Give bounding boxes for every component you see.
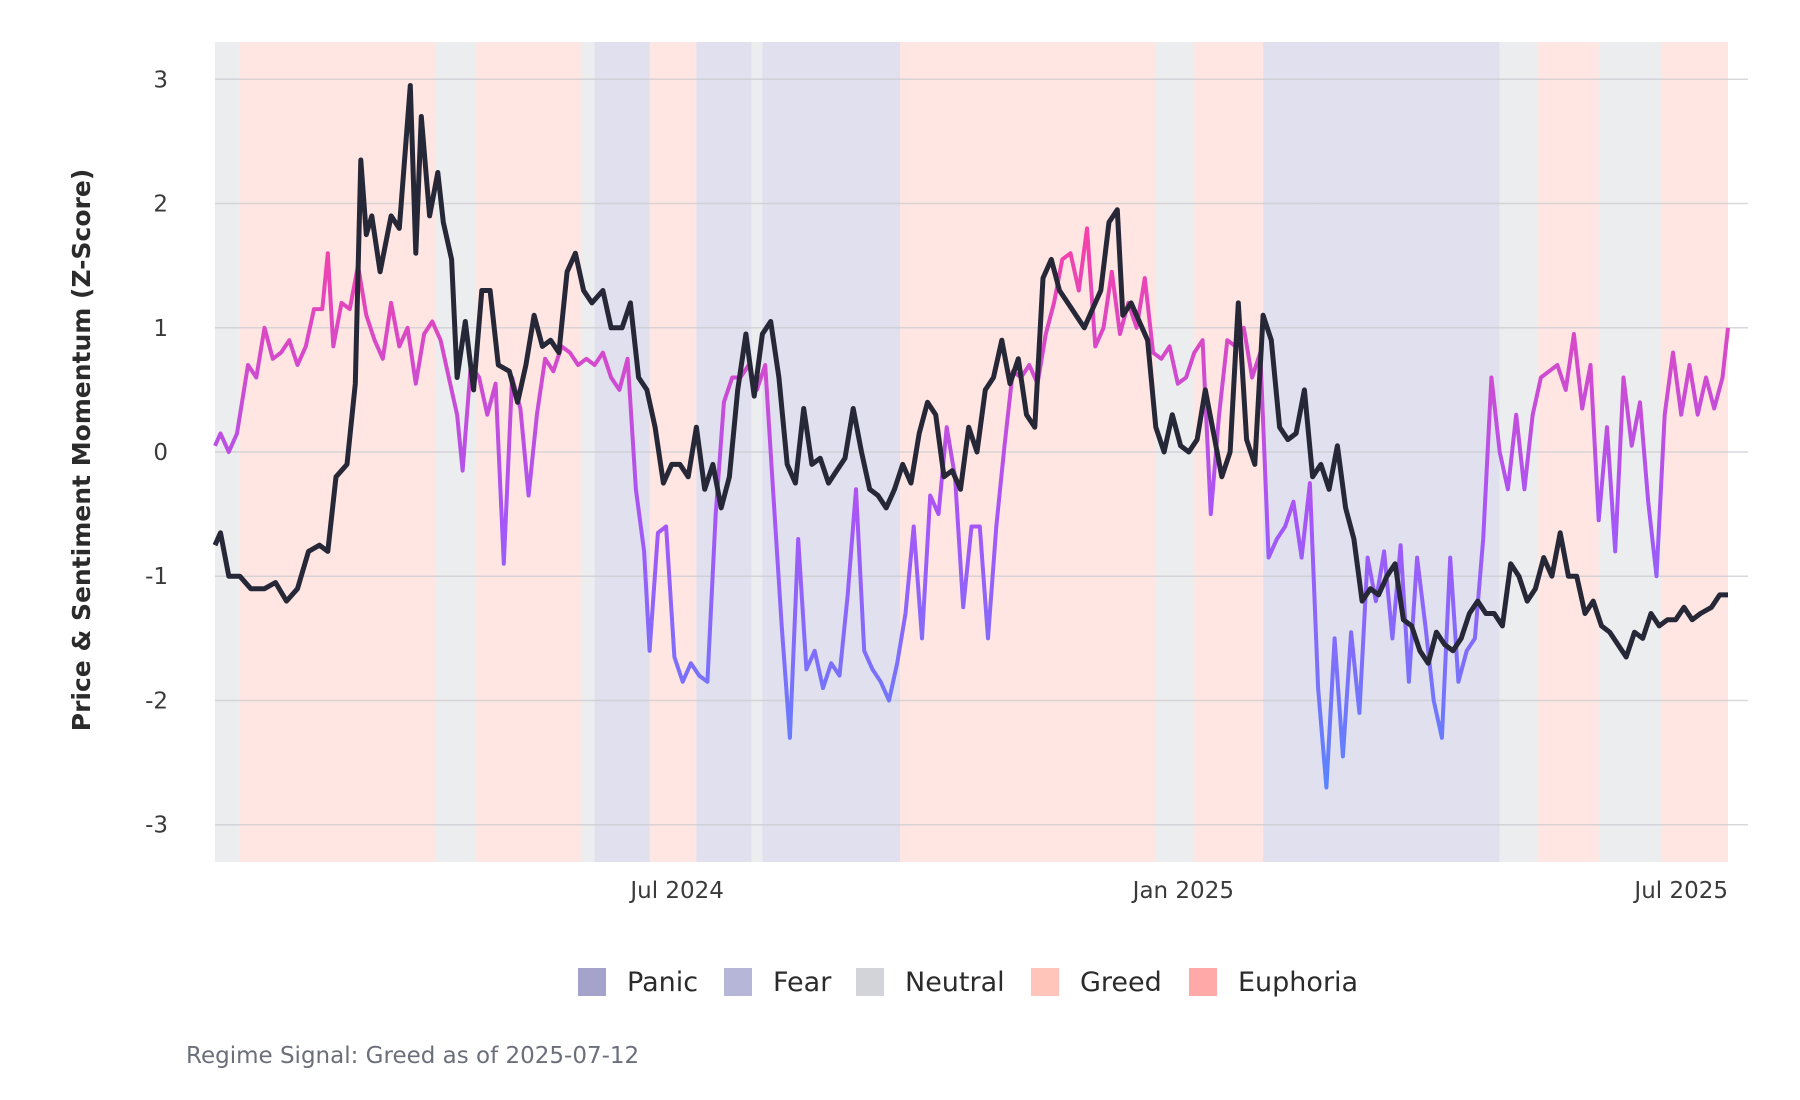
- y-tick-label: -3: [145, 813, 168, 839]
- x-tick-label: Jan 2025: [1131, 878, 1234, 904]
- legend-label-euphoria: Euphoria: [1238, 967, 1358, 998]
- x-tick-label: Jul 2025: [1632, 878, 1728, 904]
- legend-swatch-euphoria: [1189, 968, 1217, 996]
- regime-caption: Regime Signal: Greed as of 2025-07-12: [186, 1043, 639, 1069]
- legend-label-panic: Panic: [627, 967, 698, 998]
- y-axis-tick-labels: 3 2 1 0 -1 -2 -3: [145, 67, 168, 838]
- legend-swatch-fear: [724, 968, 752, 996]
- y-tick-label: -2: [145, 688, 168, 714]
- y-tick-label: 0: [153, 440, 168, 466]
- y-tick-label: -1: [145, 564, 168, 590]
- legend-swatch-greed: [1031, 968, 1059, 996]
- y-axis-title: Price & Sentiment Momentum (Z-Score): [67, 169, 96, 732]
- legend-label-fear: Fear: [773, 967, 832, 998]
- legend-label-greed: Greed: [1080, 967, 1162, 998]
- x-tick-label: Jul 2024: [628, 878, 724, 904]
- x-axis-tick-labels: Jul 2024 Jan 2025 Jul 2025: [628, 878, 1728, 904]
- legend-swatch-neutral: [856, 968, 884, 996]
- sentiment-line: [213, 226, 1730, 790]
- y-tick-label: 2: [153, 192, 168, 218]
- series-lines: [212, 83, 1730, 790]
- y-tick-label: 3: [153, 67, 168, 93]
- legend-swatch-panic: [578, 968, 606, 996]
- legend-label-neutral: Neutral: [905, 967, 1005, 998]
- y-tick-label: 1: [153, 316, 168, 342]
- legend: Panic Fear Neutral Greed Euphoria: [578, 967, 1358, 998]
- price-line: [212, 83, 1728, 666]
